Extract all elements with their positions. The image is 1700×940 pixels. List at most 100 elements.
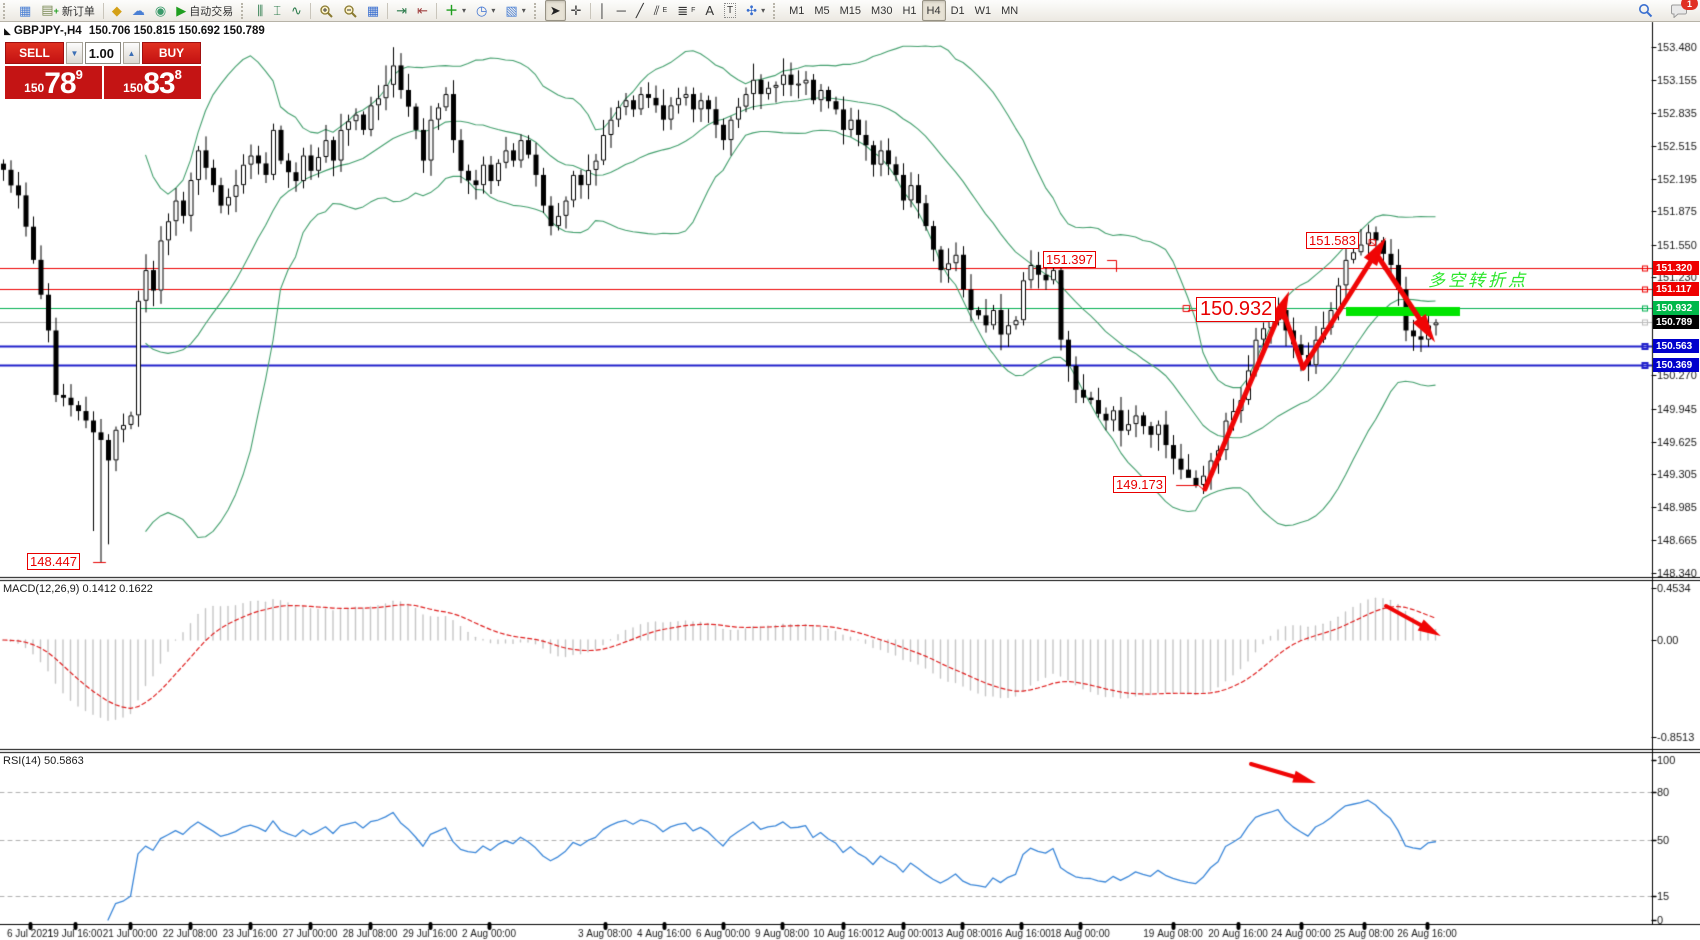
candlestick-icon: ⌶ (273, 3, 281, 18)
autotrading-label: 自动交易 (189, 5, 234, 18)
auto-scroll-button[interactable]: ⇥ (391, 0, 412, 21)
buy-price-main: 83 (143, 67, 175, 100)
timeframe-label: H1 (902, 4, 917, 17)
line-chart-icon: ∿ (291, 3, 302, 18)
buy-price-panel[interactable]: 150 83 8 (104, 66, 201, 99)
sell-price-pip: 9 (75, 67, 83, 82)
axis-price-tag-151320: 151.320 (1653, 261, 1699, 275)
timeframe-m30-button[interactable]: M30 (866, 0, 897, 21)
zoom-in-button[interactable] (314, 0, 338, 21)
axis-price-tag-150932: 150.932 (1653, 301, 1699, 315)
vline-tool-button[interactable]: │ (594, 0, 612, 21)
zoom-out-icon (344, 4, 357, 18)
autotrading-button[interactable]: ▶ 自动交易 (171, 0, 238, 21)
price-callout-150932[interactable]: 150.932 (1196, 297, 1277, 322)
timeframe-m15-button[interactable]: M15 (835, 0, 866, 21)
chart-ohlc: 150.706 150.815 150.692 150.789 (88, 25, 265, 37)
volume-decrease-button[interactable]: ▼ (66, 42, 83, 64)
new-order-label: 新订单 (61, 5, 95, 18)
axis-price-tag-150789: 150.789 (1653, 315, 1699, 329)
toolbar-grip[interactable] (241, 2, 249, 19)
signals-button[interactable]: ◉ (150, 0, 171, 21)
templates-button[interactable]: ▧ ▾ (500, 0, 530, 21)
buy-button[interactable]: BUY (142, 42, 201, 64)
hline-tool-button[interactable]: ─ (612, 0, 631, 21)
timeframe-label: M30 (871, 4, 893, 17)
indicators-button[interactable]: ＋ ▾ (440, 0, 471, 21)
cursor-icon: ➤ (549, 3, 561, 18)
timeframe-h1-button[interactable]: H1 (897, 0, 921, 21)
community-icon: ☁ (131, 3, 145, 18)
crosshair-tool-button[interactable]: ✛ (566, 0, 587, 21)
volume-increase-button[interactable]: ▲ (123, 42, 140, 64)
channel-icon: ⫽ (653, 3, 660, 18)
channel-tool-button[interactable]: ⫽ E (649, 0, 672, 21)
one-click-trading-panel: SELL ▼ 1.00 ▲ BUY 150 78 9 150 83 8 (5, 42, 201, 99)
indicators-add-icon: ＋ (445, 3, 459, 18)
text-tool-button[interactable]: A (700, 0, 719, 21)
macd-label: MACD(12,26,9) 0.1412 0.1622 (3, 583, 153, 595)
timeframe-label: D1 (950, 4, 965, 17)
signals-icon: ◉ (154, 3, 167, 18)
timeframe-label: M1 (789, 4, 805, 17)
fibonacci-icon: ≣ (677, 3, 689, 18)
fibo-tool-suffix: F (691, 7, 696, 14)
timeframe-w1-button[interactable]: W1 (970, 0, 997, 21)
periods-button[interactable]: ◷ ▾ (471, 0, 500, 21)
sell-button[interactable]: SELL (5, 42, 64, 64)
turning-point-text[interactable]: 多空转折点 (1428, 271, 1528, 290)
price-callout-151397[interactable]: 151.397 (1043, 251, 1096, 268)
rsi-label: RSI(14) 50.5863 (3, 755, 84, 767)
sell-price-panel[interactable]: 150 78 9 (5, 66, 102, 99)
timeframe-m5-button[interactable]: M5 (809, 0, 834, 21)
toolbar-grip[interactable] (773, 2, 781, 19)
price-callout-151583[interactable]: 151.583 (1306, 232, 1359, 249)
search-button[interactable] (1633, 0, 1658, 21)
auto-scroll-icon: ⇥ (396, 3, 408, 18)
label-tool-button[interactable]: T (719, 0, 741, 21)
cursor-tool-button[interactable]: ➤ (544, 0, 566, 21)
timeframe-mn-button[interactable]: MN (996, 0, 1023, 21)
chevron-down-icon: ▾ (521, 6, 526, 15)
vertical-line-icon: │ (598, 3, 607, 18)
candlestick-button[interactable]: ⌶ (268, 0, 286, 21)
chart-marker-icon: ◣ (4, 26, 11, 36)
chart-shift-button[interactable]: ⇤ (412, 0, 433, 21)
line-chart-button[interactable]: ∿ (286, 0, 307, 21)
crosshair-icon: ✛ (570, 3, 582, 18)
fibonacci-tool-button[interactable]: ≣ F (672, 0, 700, 21)
volume-input[interactable]: 1.00 (85, 42, 121, 64)
notification-badge: 1 (1681, 0, 1698, 10)
styler-icon: ◆ (111, 3, 122, 18)
price-callout-149173[interactable]: 149.173 (1113, 476, 1166, 493)
toolbar: ▦ ▤+ 新订单 ◆ ☁ ◉ ▶ 自动交易 ⫼ ⌶ ∿ ▦ ⇥ ⇤ ＋ ▾ ◷ ▾ … (0, 0, 1700, 22)
chart-shift-icon: ⇤ (417, 3, 429, 18)
axis-price-tag-150563: 150.563 (1653, 339, 1699, 353)
chevron-down-icon: ▾ (761, 6, 766, 15)
styler-button[interactable]: ◆ (107, 0, 127, 21)
chart-title: ◣ GBPJPY-,H4 150.706 150.815 150.692 150.… (4, 25, 265, 37)
arrows-tool-button[interactable]: ✣ ▾ (741, 0, 770, 21)
template-icon: ▧ (505, 3, 518, 18)
notifications-button[interactable]: 1 (1666, 0, 1698, 21)
tile-windows-icon: ▦ (366, 3, 380, 18)
sell-price-base: 150 (24, 81, 45, 95)
timeframe-label: MN (1001, 4, 1019, 17)
price-callout-148447[interactable]: 148.447 (27, 553, 80, 570)
timeframe-m1-button[interactable]: M1 (784, 0, 809, 21)
zoom-out-button[interactable] (338, 0, 362, 21)
bar-chart-button[interactable]: ⫼ (252, 0, 268, 21)
new-order-button[interactable]: ▤+ 新订单 (36, 0, 100, 21)
axis-price-tag-151117: 151.117 (1653, 282, 1699, 296)
community-button[interactable]: ☁ (127, 0, 150, 21)
timeframe-h4-button[interactable]: H4 (921, 0, 946, 21)
trendline-tool-button[interactable]: ╱ (631, 0, 649, 21)
toolbar-grip[interactable] (3, 2, 11, 19)
timeframe-d1-button[interactable]: D1 (946, 0, 970, 21)
timeframe-label: M15 (839, 4, 862, 17)
tile-windows-button[interactable]: ▦ (362, 0, 384, 21)
new-chart-button[interactable]: ▦ (14, 0, 36, 21)
toolbar-grip[interactable] (533, 2, 542, 19)
